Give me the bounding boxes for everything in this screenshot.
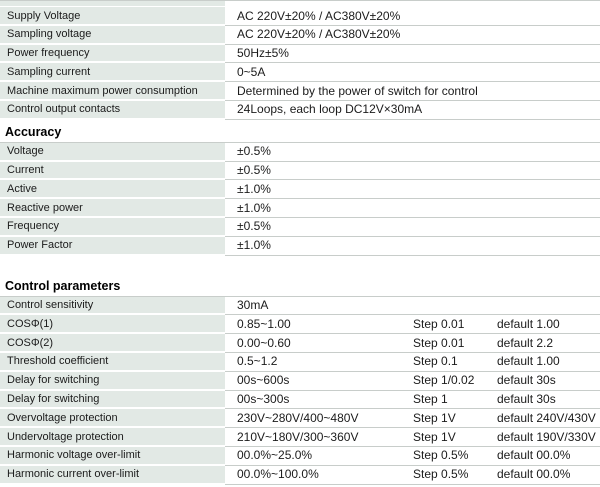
table-row: Sampling voltage AC 220V±20% / AC380V±20… (0, 25, 600, 45)
spec-value-cell: 0.00~0.60 (225, 334, 410, 353)
step-cell: Step 0.5% (410, 466, 495, 485)
spec-value-cell: ±1.0% (225, 180, 600, 200)
spec-label-cell: Control output contacts (0, 100, 225, 120)
spec-label-cell: Delay for switching (0, 371, 225, 391)
table-row: Delay for switching 00s~600s Step 1/0.02… (0, 371, 600, 391)
accuracy-section-heading: Accuracy (5, 124, 62, 139)
spec-value-cell: 00.0%~100.0% (225, 466, 410, 485)
default-cell (495, 297, 600, 316)
spec-label-cell: Delay for switching (0, 390, 225, 410)
spec-label-cell: Harmonic current over-limit (0, 465, 225, 485)
spec-value-cell: 0.85~1.00 (225, 315, 410, 335)
spec-value-cell: 00s~600s (225, 372, 410, 391)
step-cell: Step 1/0.02 (410, 372, 495, 391)
spec-label-cell: Power Factor (0, 236, 225, 256)
table-row: Harmonic current over-limit 00.0%~100.0%… (0, 465, 600, 485)
spec-label-cell: Active (0, 180, 225, 200)
spec-label-cell: Overvoltage protection (0, 409, 225, 429)
spec-value-cell: ±1.0% (225, 237, 600, 256)
table-row: Voltage ±0.5% (0, 142, 600, 162)
spec-label-cell: COSΦ(2) (0, 334, 225, 353)
step-cell: Step 0.01 (410, 315, 495, 335)
table-row: Machine maximum power consumption Determ… (0, 82, 600, 101)
table-row: Frequency ±0.5% (0, 217, 600, 237)
step-cell (410, 297, 495, 316)
step-cell: Step 1V (410, 428, 495, 447)
spec-value-cell: 00s~300s (225, 391, 410, 410)
table-row: Supply Voltage AC 220V±20% / AC380V±20% (0, 7, 600, 26)
spec-label-cell: Sampling voltage (0, 25, 225, 45)
default-cell: default 30s (495, 372, 600, 391)
spec-label-cell: Machine maximum power consumption (0, 82, 225, 101)
table-row: Power Factor ±1.0% (0, 236, 600, 256)
spec-label-cell: Frequency (0, 217, 225, 237)
table-row: COSΦ(1) 0.85~1.00 Step 0.01 default 1.00 (0, 315, 600, 335)
spec-value-cell: ±0.5% (225, 218, 600, 237)
step-cell: Step 0.01 (410, 334, 495, 353)
spec-value-cell: 0~5A (225, 63, 600, 83)
spec-value-cell: AC 220V±20% / AC380V±20% (225, 26, 600, 45)
table-row: Current ±0.5% (0, 161, 600, 181)
spec-value-cell: 30mA (225, 297, 410, 316)
table-row: Overvoltage protection 230V~280V/400~480… (0, 409, 600, 429)
default-cell: default 1.00 (495, 315, 600, 335)
control-parameters-section-heading: Control parameters (5, 278, 121, 293)
general-spec-table: Supply Voltage AC 220V±20% / AC380V±20% … (0, 7, 600, 120)
spec-label-cell: Supply Voltage (0, 7, 225, 26)
spec-value-cell: 0.5~1.2 (225, 353, 410, 372)
step-cell: Step 1V (410, 409, 495, 429)
spec-label-cell: Reactive power (0, 199, 225, 218)
spec-label-cell: Voltage (0, 142, 225, 162)
accuracy-table: Voltage ±0.5% Current ±0.5% Active ±1.0%… (0, 141, 600, 256)
spec-value-cell: ±0.5% (225, 143, 600, 162)
spec-value-cell: 24Loops, each loop DC12V×30mA (225, 101, 600, 120)
table-row: Delay for switching 00s~300s Step 1 defa… (0, 390, 600, 410)
spec-value-cell: AC 220V±20% / AC380V±20% (225, 7, 600, 26)
table-row: Threshold coefficient 0.5~1.2 Step 0.1 d… (0, 352, 600, 372)
default-cell: default 240V/430V (495, 409, 600, 429)
table-row: Sampling current 0~5A (0, 63, 600, 83)
spec-label-cell: Harmonic voltage over-limit (0, 446, 225, 466)
table-row: Active ±1.0% (0, 180, 600, 200)
table-top-partial-label-cell (0, 1, 225, 6)
table-row: Power frequency 50Hz±5% (0, 44, 600, 64)
spec-value-cell: 50Hz±5% (225, 45, 600, 64)
table-row: Undervoltage protection 210V~180V/300~36… (0, 428, 600, 447)
spec-label-cell: COSΦ(1) (0, 315, 225, 335)
step-cell: Step 1 (410, 391, 495, 410)
table-row: COSΦ(2) 0.00~0.60 Step 0.01 default 2.2 (0, 334, 600, 353)
spec-label-cell: Sampling current (0, 63, 225, 83)
default-cell: default 30s (495, 391, 600, 410)
table-top-partial-row (0, 0, 600, 7)
spec-value-cell: ±0.5% (225, 162, 600, 181)
step-cell: Step 0.5% (410, 447, 495, 466)
spec-label-cell: Threshold coefficient (0, 352, 225, 372)
spec-value-cell: 230V~280V/400~480V (225, 409, 410, 429)
spec-label-cell: Control sensitivity (0, 296, 225, 316)
spec-value-cell: 210V~180V/300~360V (225, 428, 410, 447)
spec-value-cell: 00.0%~25.0% (225, 447, 410, 466)
spec-value-cell: ±1.0% (225, 199, 600, 218)
table-row: Reactive power ±1.0% (0, 199, 600, 218)
table-row: Control sensitivity 30mA (0, 296, 600, 316)
default-cell: default 00.0% (495, 466, 600, 485)
spec-label-cell: Undervoltage protection (0, 428, 225, 447)
table-row: Control output contacts 24Loops, each lo… (0, 100, 600, 120)
default-cell: default 00.0% (495, 447, 600, 466)
default-cell: default 190V/330V (495, 428, 600, 447)
table-row: Harmonic voltage over-limit 00.0%~25.0% … (0, 446, 600, 466)
spec-value-cell: Determined by the power of switch for co… (225, 82, 600, 101)
default-cell: default 1.00 (495, 353, 600, 372)
spec-label-cell: Current (0, 161, 225, 181)
control-parameters-table: Control sensitivity 30mA COSΦ(1) 0.85~1.… (0, 295, 600, 485)
spec-label-cell: Power frequency (0, 44, 225, 64)
step-cell: Step 0.1 (410, 353, 495, 372)
default-cell: default 2.2 (495, 334, 600, 353)
